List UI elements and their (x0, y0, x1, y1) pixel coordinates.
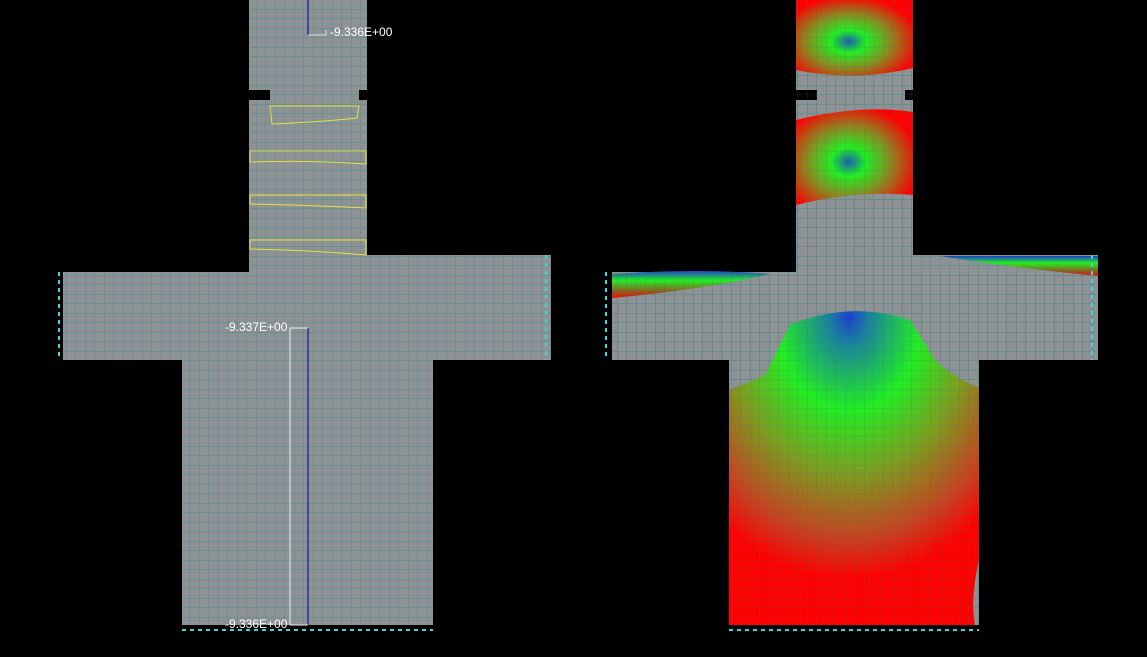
right-model (605, 0, 1098, 631)
left-model: -9.336E+00 -9.337E+00 -9.336E+00 (58, 0, 551, 631)
annotation: -9.336E+00 (225, 617, 288, 631)
boundary-conditions (58, 255, 547, 631)
leader (308, 30, 327, 36)
yellow-contours (249, 105, 367, 256)
mesh-lines (612, 0, 1098, 625)
annotation: -9.336E+00 (330, 25, 393, 39)
boundary-conditions (605, 255, 1093, 631)
contour (940, 256, 1098, 276)
annotation: -9.337E+00 (225, 320, 288, 334)
mesh-body (63, 0, 551, 625)
plot-bracket (289, 327, 308, 626)
